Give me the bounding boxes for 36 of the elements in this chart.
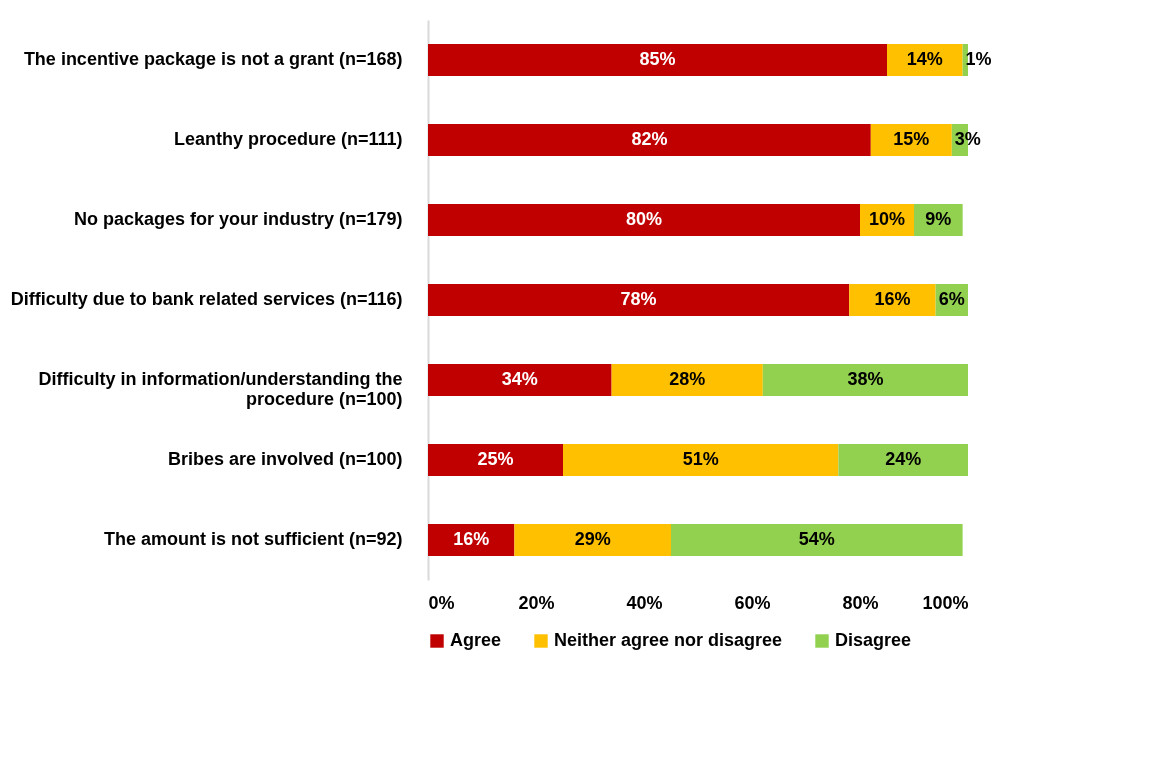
legend-label: Agree	[450, 630, 502, 650]
x-tick-label: 80%	[842, 592, 879, 613]
data-label: 82%	[631, 129, 668, 149]
y-tick-label: Difficulty in information/understanding the procedure (n=100)	[38, 369, 403, 409]
data-label: 54%	[798, 529, 835, 549]
data-label: 24%	[885, 449, 922, 469]
data-label: 14%	[906, 49, 943, 69]
y-tick-label: Bribes are involved (n=100)	[167, 449, 403, 469]
x-tick-label: 0%	[428, 592, 455, 613]
y-tick-label: Leanthy procedure (n=111)	[173, 129, 403, 149]
x-tick-label: 60%	[734, 592, 771, 613]
data-label: 9%	[925, 209, 952, 229]
x-tick-label: 40%	[626, 592, 663, 613]
data-label: 34%	[501, 369, 538, 389]
data-label: 6%	[938, 289, 965, 309]
data-label: 38%	[847, 369, 884, 389]
y-tick-label: Difficulty due to bank related services (n=116)	[10, 289, 403, 309]
data-label: 85%	[639, 49, 676, 69]
data-label: 29%	[574, 529, 611, 549]
data-label: 80%	[625, 209, 663, 229]
data-label: 78%	[620, 289, 657, 309]
legend-label: Disagree	[835, 630, 912, 650]
data-label: 25%	[477, 449, 514, 469]
x-tick-label: 20%	[518, 592, 555, 613]
data-label: 3%	[954, 129, 981, 149]
data-label: 16%	[874, 289, 911, 309]
y-tick-label: The incentive package is not a grant (n=168)	[23, 49, 403, 69]
y-tick-label: The amount is not sufficient (n=92)	[103, 529, 403, 549]
data-label: 16%	[453, 529, 490, 549]
legend-label: Neither agree nor disagree	[554, 630, 783, 650]
data-label: 28%	[669, 369, 706, 389]
data-label: 15%	[893, 129, 930, 149]
x-tick-label: 100%	[922, 592, 969, 613]
y-tick-label: No packages for your industry (n=179)	[73, 209, 403, 229]
data-label: 51%	[682, 449, 719, 469]
data-label: 10%	[868, 209, 906, 229]
